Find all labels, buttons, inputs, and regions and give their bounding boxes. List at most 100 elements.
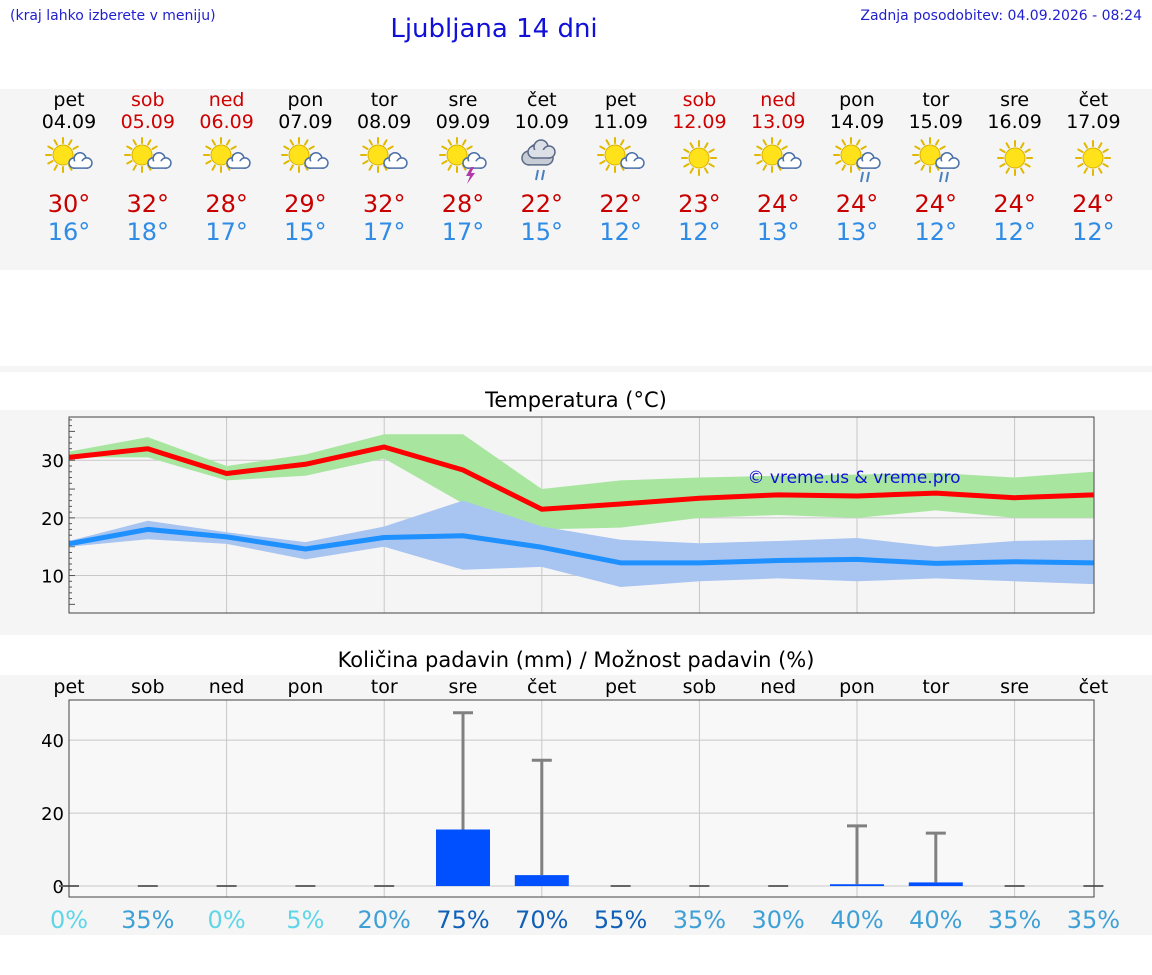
sun-ray (708, 148, 716, 153)
day-column: sre 09.09 28° 17° (427, 89, 499, 246)
precipitation-bar (908, 882, 963, 887)
sun-ray (856, 139, 861, 146)
sun-shape (1075, 140, 1112, 176)
last-update: Zadnja posodobitev: 04.09.2026 - 08:24 (860, 8, 1142, 24)
sun-icon (1075, 140, 1112, 176)
sun-cloud-icon (360, 137, 408, 173)
weather-icon (33, 136, 105, 186)
sun-ray (1083, 167, 1089, 174)
location-hint: (kraj lahko izberete v meniju) (10, 8, 216, 24)
max-temperature: 24° (1072, 190, 1115, 218)
sun-cloud-icon (45, 137, 93, 173)
rain-drop (938, 171, 943, 183)
sun-ray (1077, 163, 1084, 168)
sun-ray (704, 167, 709, 174)
sun-ray (132, 139, 137, 146)
sun-ray (1019, 167, 1025, 174)
sun-ray (304, 139, 309, 146)
sun-ray (229, 145, 237, 150)
rain-drop (866, 171, 870, 183)
sun-disc (210, 144, 232, 166)
sun-ray (689, 167, 695, 174)
sun-ray (1083, 142, 1089, 149)
sun-shape (681, 140, 718, 176)
rain-drop (860, 171, 864, 183)
day-name: pet (53, 89, 85, 111)
cloud-shape (462, 152, 487, 169)
day-column: čet 17.09 24° 12° (1057, 89, 1129, 246)
precipitation-probability: 35% (1067, 906, 1120, 934)
precipitation-chart: pet sob ned pon tor sre čet pet sob ned pon tor sre č… (41, 676, 1120, 934)
day-column: pon 14.09 24° 13° (821, 89, 893, 246)
precipitation-probability: 35% (988, 906, 1041, 934)
sun-ray (53, 139, 58, 146)
sun-ray (704, 142, 709, 149)
day-date: 11.09 (593, 111, 648, 133)
max-temperature: 22° (520, 190, 564, 218)
weather-icon (742, 136, 814, 186)
sun-cloud-icon (754, 137, 802, 173)
min-temperature-line (68, 526, 1094, 566)
cloud-shape (527, 139, 556, 159)
max-temperature: 28° (205, 190, 248, 218)
cloud-rain-icon (521, 139, 556, 181)
day-date: 09.09 (435, 111, 491, 133)
day-date: 12.09 (672, 111, 727, 133)
x-tick-label: pet (53, 676, 84, 698)
y-tick-label: 0 (53, 877, 64, 898)
sun-ray (1098, 167, 1103, 174)
day-date: 16.09 (987, 111, 1042, 133)
sun-ray (708, 163, 716, 168)
weather-icon (900, 136, 972, 186)
sun-ray (308, 145, 316, 150)
precipitation-probability: 70% (515, 906, 568, 934)
precipitation-probability: 40% (830, 906, 883, 934)
sun-ray (204, 145, 212, 150)
sun-ray (132, 164, 137, 171)
sun-ray (466, 145, 473, 150)
day-column: tor 15.09 24° 12° (900, 89, 972, 246)
sun-ray (204, 160, 212, 165)
sun-ray (1005, 167, 1010, 174)
x-tick-label: tor (371, 676, 398, 698)
weather-icon (1057, 136, 1129, 186)
sun-ray (362, 160, 369, 165)
day-name: pon (287, 89, 324, 111)
sun-ray (53, 164, 58, 171)
x-tick-label: tor (922, 676, 949, 698)
min-temperature: 12° (1072, 218, 1115, 246)
cloud-body (468, 161, 481, 169)
sun-ray (683, 148, 690, 153)
day-column: pet 11.09 22° 12° (585, 89, 657, 246)
sun-ray (605, 164, 610, 171)
cloud-body (528, 155, 546, 165)
rain-drop (944, 171, 949, 183)
plot-area (69, 700, 1094, 897)
precipitation-bar (436, 829, 490, 887)
precipitation-probability: 0% (50, 906, 88, 934)
sun-ray (151, 145, 158, 150)
sun-ray (387, 145, 394, 150)
cloud-shape (856, 152, 881, 169)
y-tick-label: 20 (41, 509, 64, 530)
precipitation-probability: 20% (358, 906, 411, 934)
precipitation-probability: 30% (752, 906, 805, 934)
sun-ray (283, 145, 290, 150)
x-tick-label: pet (605, 676, 636, 698)
sun-ray (762, 139, 768, 146)
day-name: sre (1000, 89, 1030, 111)
cloud-body (862, 161, 875, 169)
day-column: ned 06.09 28° 17° (191, 89, 263, 246)
precipitation-bar (830, 884, 884, 887)
day-name: tor (922, 89, 950, 111)
day-date: 15.09 (908, 111, 963, 133)
cloud-body (533, 150, 549, 158)
max-temperature: 24° (914, 190, 958, 218)
day-name: čet (1078, 89, 1109, 111)
min-temperature: 13° (835, 218, 879, 246)
min-temperature: 12° (678, 218, 721, 246)
sun-ray (211, 139, 216, 146)
sun-shape (996, 140, 1033, 176)
sun-ray (68, 139, 73, 146)
sun-shape (754, 137, 791, 173)
